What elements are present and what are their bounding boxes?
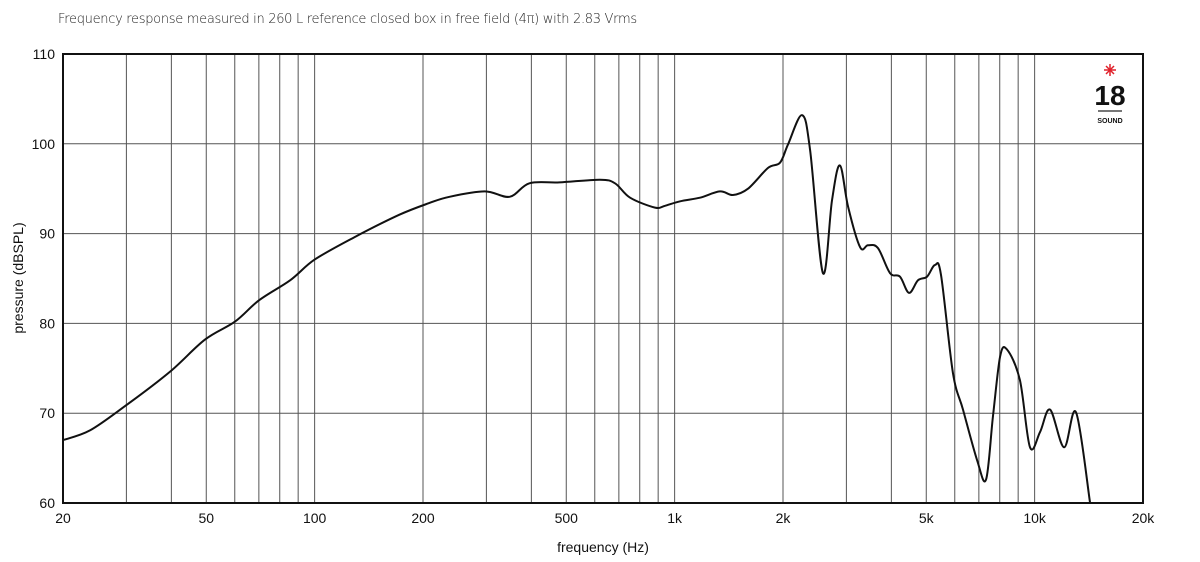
y-tick-label: 60 [39,495,55,511]
tick-labels: 20 50 100 200 500 1k 2k 5k 10k 20k 60 70 80 90 100 110 [32,46,1156,526]
logo-number: 18 [1094,80,1125,111]
star-icon [1104,64,1116,76]
x-tick-label: 50 [198,510,214,526]
y-tick-label: 110 [33,46,56,62]
x-tick-label: 20k [1132,510,1156,526]
x-axis-label: frequency (Hz) [557,539,649,555]
y-tick-label: 80 [39,315,55,331]
y-tick-label: 70 [39,405,55,421]
brand-logo: 18 SOUND [1094,64,1126,125]
x-tick-label: 20 [55,510,71,526]
spl-curve [62,114,1092,504]
y-axis-label: pressure (dBSPL) [10,222,26,333]
y-tick-label: 90 [39,226,55,242]
x-tick-label: 10k [1023,510,1047,526]
x-tick-label: 100 [303,510,327,526]
plot-frame [62,53,1144,504]
x-tick-label: 1k [667,510,683,526]
chart-title: Frequency response measured in 260 L ref… [58,12,637,27]
x-tick-label: 2k [776,510,792,526]
x-tick-label: 500 [555,510,579,526]
grid [63,54,1143,503]
x-tick-label: 5k [919,510,935,526]
x-tick-label: 200 [411,510,435,526]
logo-text: SOUND [1097,118,1122,125]
y-tick-label: 100 [32,136,56,152]
